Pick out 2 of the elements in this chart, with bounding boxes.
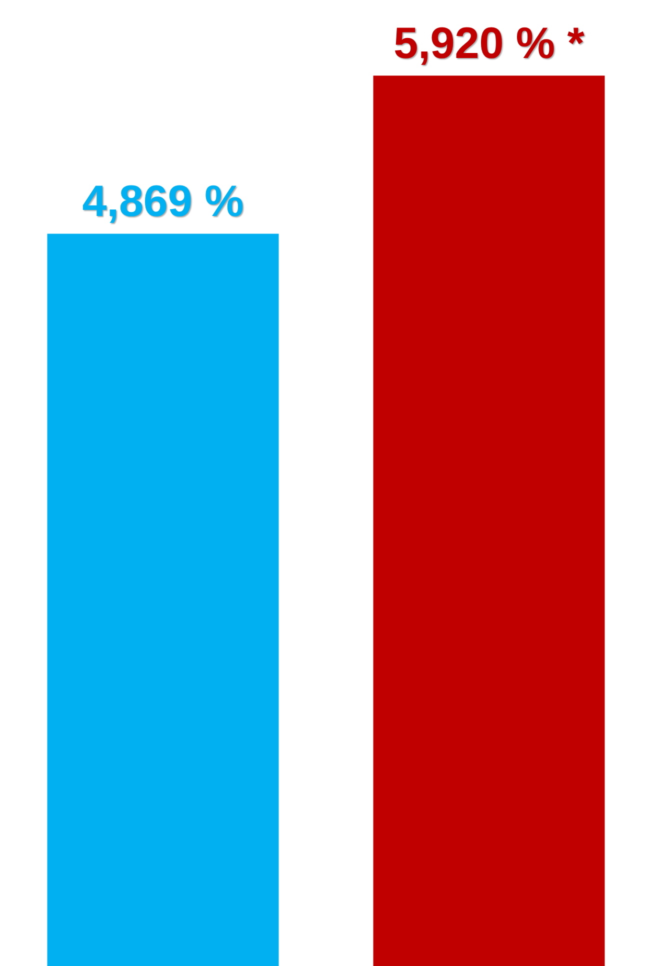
data-label: 4,869 % [82,176,244,226]
data-label: 5,920 % * [394,18,586,68]
